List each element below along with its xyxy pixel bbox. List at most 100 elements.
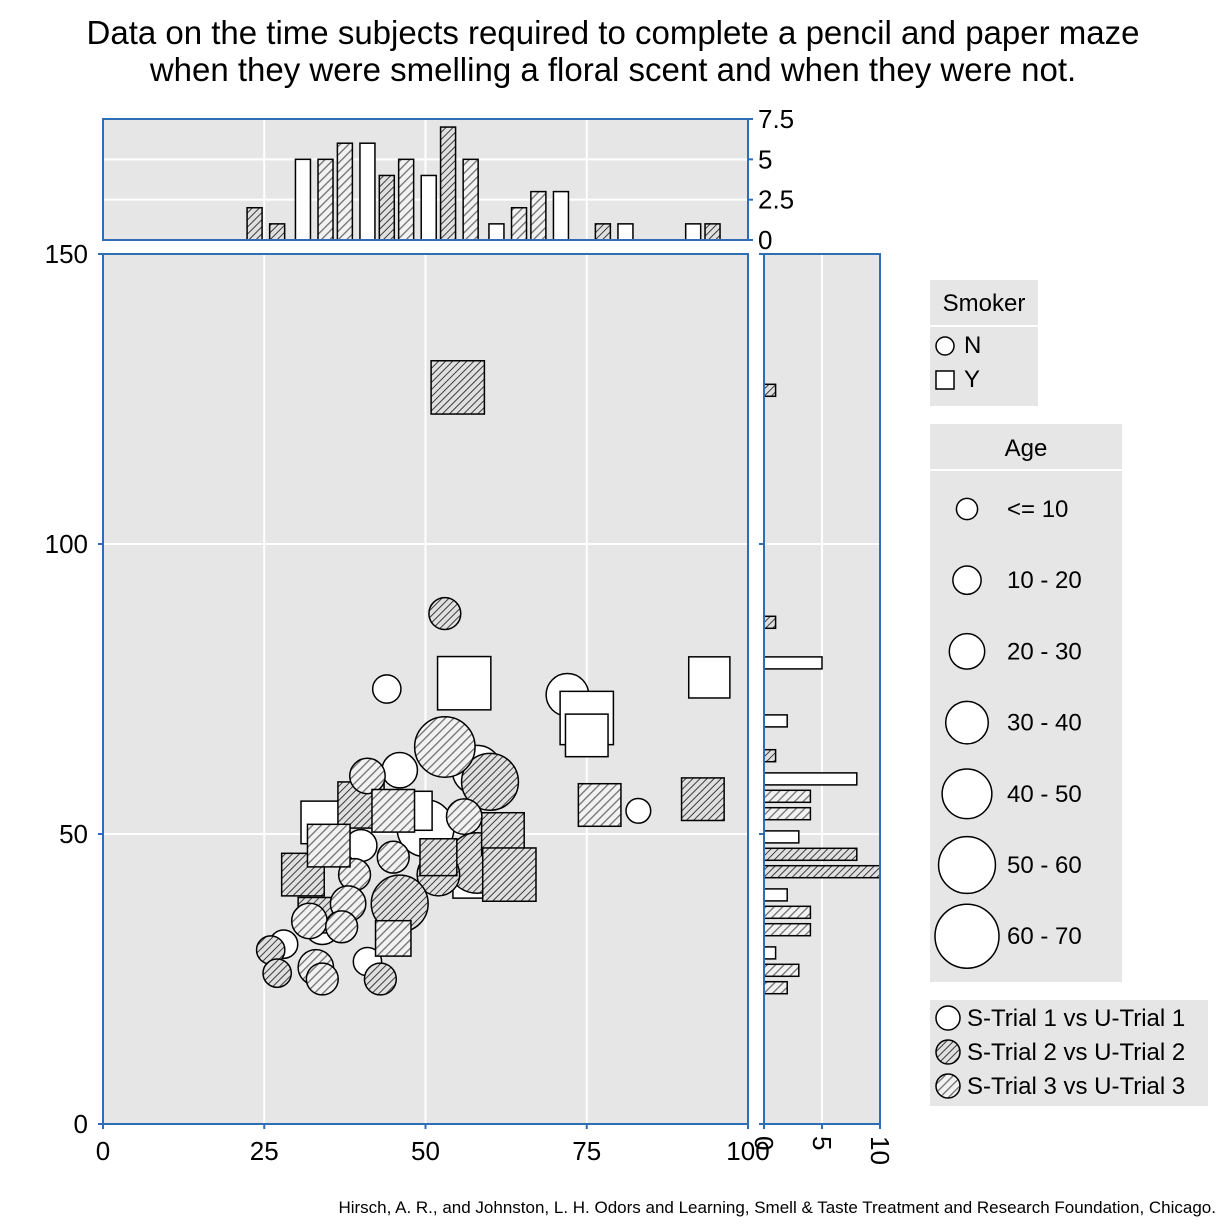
top-histogram-bar <box>510 206 528 241</box>
right-histogram-bar <box>763 830 800 844</box>
scatter-point-nonsmoker <box>445 798 483 836</box>
x-tick-label: 25 <box>250 1136 279 1166</box>
top-histogram-bar <box>336 142 354 241</box>
top-histogram-bar <box>268 223 286 241</box>
x-tick-label: 50 <box>411 1136 440 1166</box>
top-histogram-bar <box>378 174 396 241</box>
scatter-point-nonsmoker <box>262 958 293 989</box>
top-histogram-tick-label: 0 <box>758 225 772 255</box>
top-histogram-bar <box>359 142 376 241</box>
age-legend-label: <= 10 <box>1007 496 1068 523</box>
scatter-point-smoker <box>436 655 492 711</box>
x-tick-label: 75 <box>572 1136 601 1166</box>
smoker-y-square-icon <box>935 370 955 390</box>
trial-legend-box <box>930 1000 1208 1106</box>
right-histogram-bar <box>763 864 881 879</box>
trial-3-hatch-circle-icon <box>935 1073 961 1099</box>
x-tick-label: 0 <box>96 1136 110 1166</box>
main-plot-panel: 0 25 50 75 100 0 50 100 150 <box>45 239 770 1166</box>
top-histogram-bar <box>462 158 479 241</box>
age-legend-label: 30 - 40 <box>1007 710 1082 737</box>
scatter-point-smoker <box>306 823 351 868</box>
right-histogram-tick-label: 5 <box>807 1136 837 1150</box>
scatter-point-nonsmoker <box>348 757 386 795</box>
right-histogram-bar <box>763 615 777 630</box>
top-histogram-bar <box>617 223 634 241</box>
age-legend-label: 40 - 50 <box>1007 781 1082 808</box>
right-histogram-bar <box>763 847 858 862</box>
right-histogram-bar <box>763 922 812 937</box>
age-legend-circle-icon <box>948 632 986 670</box>
x-tick-label: 100 <box>726 1136 769 1166</box>
top-histogram-bar <box>530 190 547 241</box>
right-histogram-bar <box>763 383 777 398</box>
right-histogram-bar <box>763 714 788 728</box>
trial-2-legend-label: S-Trial 2 vs U-Trial 2 <box>967 1039 1185 1066</box>
smoker-n-circle-icon <box>935 336 955 356</box>
scatter-point-nonsmoker <box>305 962 339 996</box>
trial-1-white-circle-icon <box>935 1005 961 1031</box>
trial-1-legend-label: S-Trial 1 vs U-Trial 1 <box>967 1005 1185 1032</box>
top-histogram-bar <box>420 174 437 241</box>
top-histogram-bar <box>439 126 457 241</box>
scatter-point-smoker <box>687 656 731 699</box>
top-histogram-bar <box>294 158 312 241</box>
trial-legend: S-Trial 1 vs U-Trial 1 S-Trial 2 vs U-Tr… <box>930 1000 1208 1106</box>
top-histogram-tick-label: 2.5 <box>758 185 794 215</box>
age-legend-circle-icon <box>941 768 993 820</box>
top-histogram-bar <box>488 223 505 241</box>
y-tick-label: 50 <box>59 819 88 849</box>
scatter-point-nonsmoker <box>371 674 402 704</box>
top-histogram-bar <box>552 190 570 241</box>
top-histogram-bar <box>317 158 334 241</box>
scatter-point-nonsmoker <box>324 910 359 944</box>
scatter-point-smoker <box>577 782 622 828</box>
main-plot-axis-ticks: 0 25 50 75 100 0 50 100 150 <box>45 239 770 1166</box>
scatter-point-nonsmoker <box>363 962 398 996</box>
source-caption: Hirsch, A. R., and Johnston, L. H. Odors… <box>338 1198 1216 1217</box>
scatter-point-smoker <box>374 919 412 957</box>
scatter-point-smoker <box>419 838 458 877</box>
scatter-point-smoker <box>481 847 537 902</box>
scatter-point-nonsmoker <box>413 716 476 778</box>
smoker-legend-n-label: N <box>964 332 981 359</box>
y-tick-label: 150 <box>45 239 88 269</box>
age-legend-circle-icon <box>934 903 1000 969</box>
trial-2-dense-hatch-circle-icon <box>935 1039 961 1065</box>
age-legend-circle-icon <box>952 565 982 596</box>
age-legend-title: Age <box>1005 435 1048 462</box>
age-legend-label: 50 - 60 <box>1007 852 1082 879</box>
scatter-point-nonsmoker <box>625 797 652 824</box>
scatter-markers <box>255 360 731 996</box>
scatter-point-nonsmoker <box>290 902 328 940</box>
top-histogram-bar <box>684 223 702 241</box>
chart-title: Data on the time subjects required to co… <box>87 14 1140 51</box>
top-histogram-y-ticks: 0 2.5 5 7.5 <box>748 104 794 255</box>
age-legend-label: 10 - 20 <box>1007 567 1082 594</box>
right-histogram-bar <box>763 806 812 821</box>
scatter-point-smoker <box>430 360 486 415</box>
age-legend-entries: <= 10 10 - 20 20 - 30 30 - 40 40 - 50 50 - 60… <box>934 496 1082 969</box>
scatter-point-smoker <box>371 788 416 833</box>
right-histogram-tick-label: 0 <box>749 1136 779 1150</box>
age-legend-label: 60 - 70 <box>1007 923 1082 950</box>
age-legend-label: 20 - 30 <box>1007 638 1082 665</box>
top-histogram-frame <box>102 118 749 241</box>
top-histogram-bar <box>704 223 721 241</box>
chart-subtitle: when they were smelling a floral scent a… <box>149 51 1076 88</box>
y-tick-label: 100 <box>45 529 88 559</box>
top-histogram-bar <box>594 223 612 241</box>
age-legend: Age <= 10 10 - 20 20 - 30 30 - 40 40 - 50 50 … <box>930 424 1122 982</box>
age-legend-circle-icon <box>944 700 990 745</box>
right-histogram-bar <box>763 963 800 978</box>
top-histogram-bar <box>246 206 263 241</box>
right-histogram-bar <box>763 888 788 902</box>
scatter-point-smoker <box>564 713 609 758</box>
scatter-point-nonsmoker <box>460 752 520 811</box>
scatter-point-nonsmoker <box>381 751 419 789</box>
smoker-legend-title: Smoker <box>943 290 1026 317</box>
smoker-legend-y-label: Y <box>964 366 980 393</box>
right-histogram-x-ticks: 0 5 10 <box>749 253 895 1165</box>
right-histogram-bar <box>763 772 858 786</box>
